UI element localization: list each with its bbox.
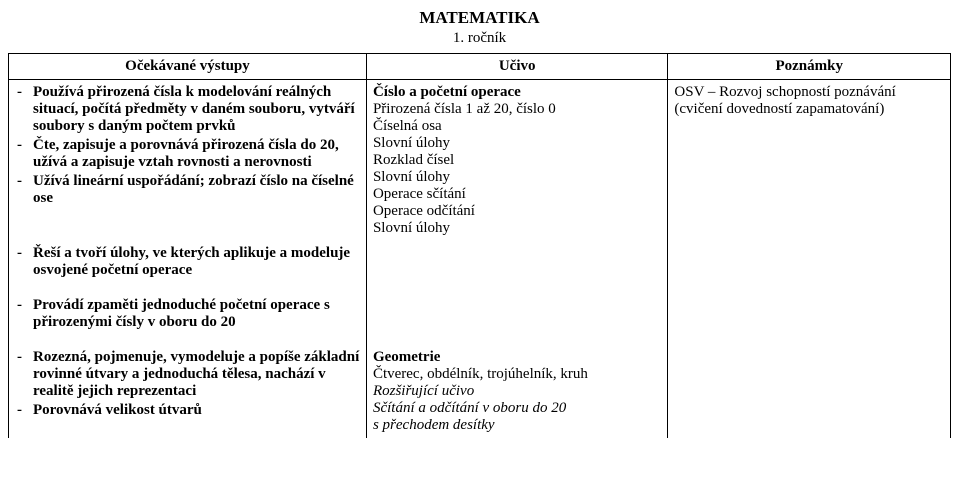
outcome-item: Používá přirozená čísla k modelování reá…	[15, 84, 360, 135]
poznamky-cell	[668, 293, 951, 345]
page-title: MATEMATIKA	[8, 8, 951, 28]
outcome-item: Čte, zapisuje a porovnává přirozená čísl…	[15, 137, 360, 171]
ucivo-line: Čtverec, obdélník, trojúhelník, kruh	[373, 366, 661, 383]
ucivo-line: Číselná osa	[373, 118, 661, 135]
ucivo-italic-title: Rozšiřující učivo	[373, 383, 661, 400]
table-row: Používá přirozená čísla k modelování reá…	[9, 80, 951, 242]
table-row: Provádí zpaměti jednoduché početní opera…	[9, 293, 951, 345]
table-row: Řeší a tvoří úlohy, ve kterých aplikuje …	[9, 241, 951, 293]
outcome-item: Užívá lineární uspořádání; zobrazí číslo…	[15, 173, 360, 207]
poznamky-cell: OSV – Rozvoj schopností poznávání (cviče…	[668, 80, 951, 242]
page-subtitle: 1. ročník	[8, 30, 951, 47]
ucivo-line: Přirozená čísla 1 až 20, číslo 0	[373, 101, 661, 118]
poznamky-line: OSV – Rozvoj schopností poznávání (cviče…	[674, 84, 944, 118]
header-ucivo: Učivo	[366, 54, 667, 80]
ucivo-italic-line: s přechodem desítky	[373, 417, 661, 434]
ucivo-line: Operace odčítání	[373, 203, 661, 220]
ucivo-title: Geometrie	[373, 349, 661, 366]
ucivo-italic-line: Sčítání a odčítání v oboru do 20	[373, 400, 661, 417]
ucivo-title: Číslo a početní operace	[373, 84, 661, 101]
ucivo-cell: Geometrie Čtverec, obdélník, trojúhelník…	[366, 345, 667, 438]
outcomes-cell: Řeší a tvoří úlohy, ve kterých aplikuje …	[9, 241, 367, 293]
ucivo-line: Slovní úlohy	[373, 135, 661, 152]
outcomes-cell: Provádí zpaměti jednoduché početní opera…	[9, 293, 367, 345]
ucivo-cell	[366, 293, 667, 345]
header-outcomes: Očekávané výstupy	[9, 54, 367, 80]
ucivo-line: Slovní úlohy	[373, 220, 661, 237]
table-header-row: Očekávané výstupy Učivo Poznámky	[9, 54, 951, 80]
outcome-item: Provádí zpaměti jednoduché početní opera…	[15, 297, 360, 331]
outcomes-cell: Rozezná, pojmenuje, vymodeluje a popíše …	[9, 345, 367, 438]
ucivo-line: Rozklad čísel	[373, 152, 661, 169]
ucivo-line: Slovní úlohy	[373, 169, 661, 186]
ucivo-line: Operace sčítání	[373, 186, 661, 203]
outcome-item: Rozezná, pojmenuje, vymodeluje a popíše …	[15, 349, 360, 400]
outcomes-cell: Používá přirozená čísla k modelování reá…	[9, 80, 367, 242]
table-row: Rozezná, pojmenuje, vymodeluje a popíše …	[9, 345, 951, 438]
ucivo-cell	[366, 241, 667, 293]
poznamky-cell	[668, 345, 951, 438]
curriculum-table: Očekávané výstupy Učivo Poznámky Používá…	[8, 53, 951, 438]
poznamky-cell	[668, 241, 951, 293]
ucivo-cell: Číslo a početní operace Přirozená čísla …	[366, 80, 667, 242]
header-poznamky: Poznámky	[668, 54, 951, 80]
outcome-item: Řeší a tvoří úlohy, ve kterých aplikuje …	[15, 245, 360, 279]
outcome-item: Porovnává velikost útvarů	[15, 402, 360, 419]
